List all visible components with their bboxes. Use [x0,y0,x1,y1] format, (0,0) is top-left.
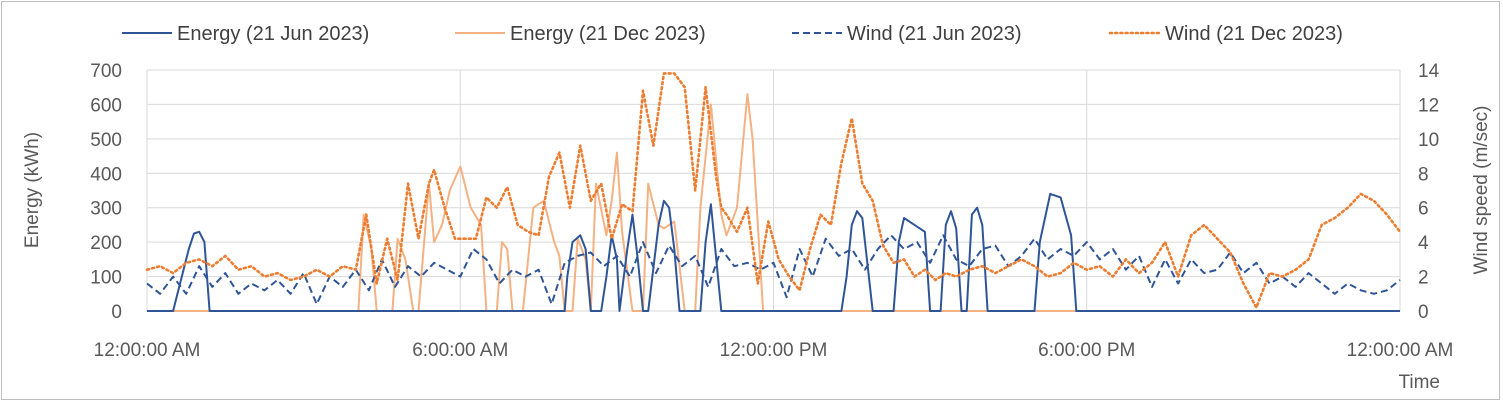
legend-label: Wind (21 Dec 2023) [1165,23,1343,45]
y2-axis-ticks: 0 2 4 6 8 10 12 14 [1418,61,1440,323]
series-lines [145,72,1402,312]
y-tick-label: 0 [111,302,122,323]
legend-label: Energy (21 Dec 2023) [510,23,706,45]
x-tick-label: 6:00:00 PM [1038,340,1135,361]
y2-axis-title: Wind speed (m/sec) [1471,106,1492,275]
y-tick-label: 300 [90,199,122,220]
y2-tick-label: 8 [1418,164,1429,185]
legend: Energy (21 Jun 2023) Energy (21 Dec 2023)… [122,23,1343,45]
y-tick-label: 100 [90,268,122,289]
y2-tick-label: 14 [1418,61,1440,82]
y-axis-title: Energy (kWh) [22,132,43,248]
y-tick-label: 400 [90,164,122,185]
y2-tick-label: 0 [1418,302,1429,323]
y-axis-ticks: 0 100 200 300 400 500 600 700 [90,61,122,323]
series-line-3 [145,72,1402,309]
y-tick-label: 200 [90,233,122,254]
x-tick-label: 12:00:00 PM [720,340,828,361]
y-tick-label: 700 [90,61,122,82]
y2-tick-label: 6 [1418,199,1429,220]
x-axis-ticks: 12:00:00 AM 6:00:00 AM 12:00:00 PM 6:00:00 … [94,340,1454,361]
x-tick-label: 12:00:00 AM [1347,340,1454,361]
legend-label: Energy (21 Jun 2023) [177,23,369,45]
x-tick-label: 12:00:00 AM [94,340,201,361]
legend-label: Wind (21 Jun 2023) [847,23,1022,45]
y2-tick-label: 12 [1418,95,1439,116]
y-tick-label: 500 [90,130,122,151]
y2-tick-label: 10 [1418,130,1439,151]
x-tick-label: 6:00:00 AM [412,340,508,361]
gridlines [146,69,1401,312]
series-line-0 [147,192,1400,312]
y2-tick-label: 4 [1418,233,1429,254]
x-axis-title: Time [1398,372,1440,393]
y2-tick-label: 2 [1418,268,1429,289]
y-tick-label: 600 [90,95,122,116]
